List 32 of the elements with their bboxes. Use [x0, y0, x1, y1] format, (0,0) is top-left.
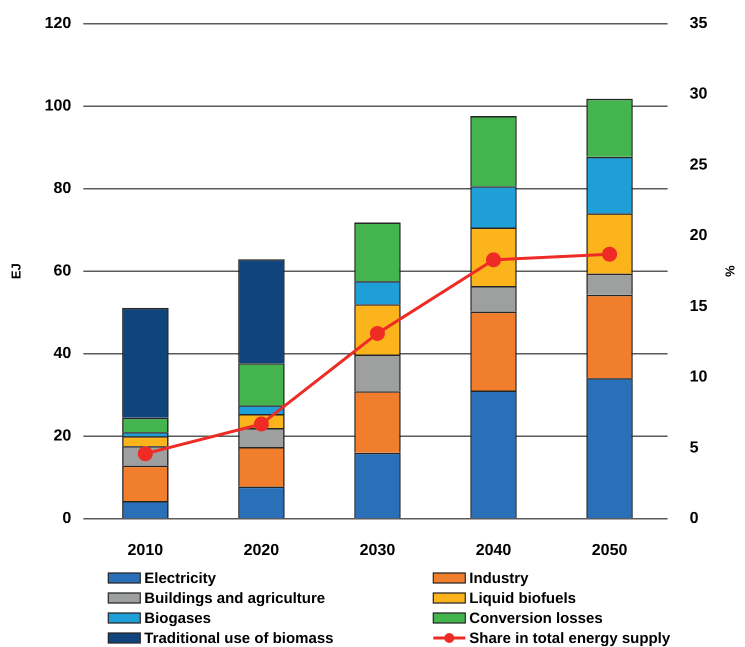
x-tick-label: 2050: [592, 542, 628, 559]
y-tick-label: 100: [44, 98, 72, 115]
point: [602, 246, 618, 262]
legend-label: Buildings and agriculture: [144, 590, 326, 608]
y-tick-label: 120: [44, 15, 72, 32]
x-tick-label: 2040: [476, 542, 512, 559]
y2-tick-label: 35: [690, 15, 708, 32]
legend-label: Electricity: [144, 570, 217, 588]
x-tick-label: 2010: [128, 542, 164, 559]
legend-label: Conversion losses: [469, 610, 603, 628]
x-tick-label: 2030: [360, 542, 396, 559]
y-tick-label: 80: [54, 180, 72, 198]
point: [254, 416, 269, 432]
y-axis-title: EJ: [8, 263, 24, 280]
y2-tick-label: 0: [690, 510, 699, 528]
y2-tick-label: 10: [690, 368, 708, 386]
y2-tick-label: 20: [690, 227, 708, 244]
legend-label: Biogases: [144, 610, 211, 628]
y2-tick-label: 25: [690, 156, 708, 174]
legend-label: Industry: [469, 570, 530, 588]
y2-tick-label: 15: [690, 298, 708, 315]
legend-label: Liquid biofuels: [469, 590, 576, 608]
y2-tick-label: 5: [690, 439, 699, 456]
x-tick-label: 2020: [244, 542, 280, 559]
y2-axis-title: %: [722, 265, 738, 278]
y-tick-label: 60: [54, 262, 72, 280]
y-tick-label: 0: [62, 510, 72, 528]
y-tick-label: 40: [54, 345, 72, 362]
legend-label: Traditional use of biomass: [144, 630, 334, 647]
y-tick-label: 20: [54, 428, 72, 445]
y2-tick-label: 30: [690, 86, 708, 103]
legend-label: Share in total energy supply: [469, 630, 671, 647]
